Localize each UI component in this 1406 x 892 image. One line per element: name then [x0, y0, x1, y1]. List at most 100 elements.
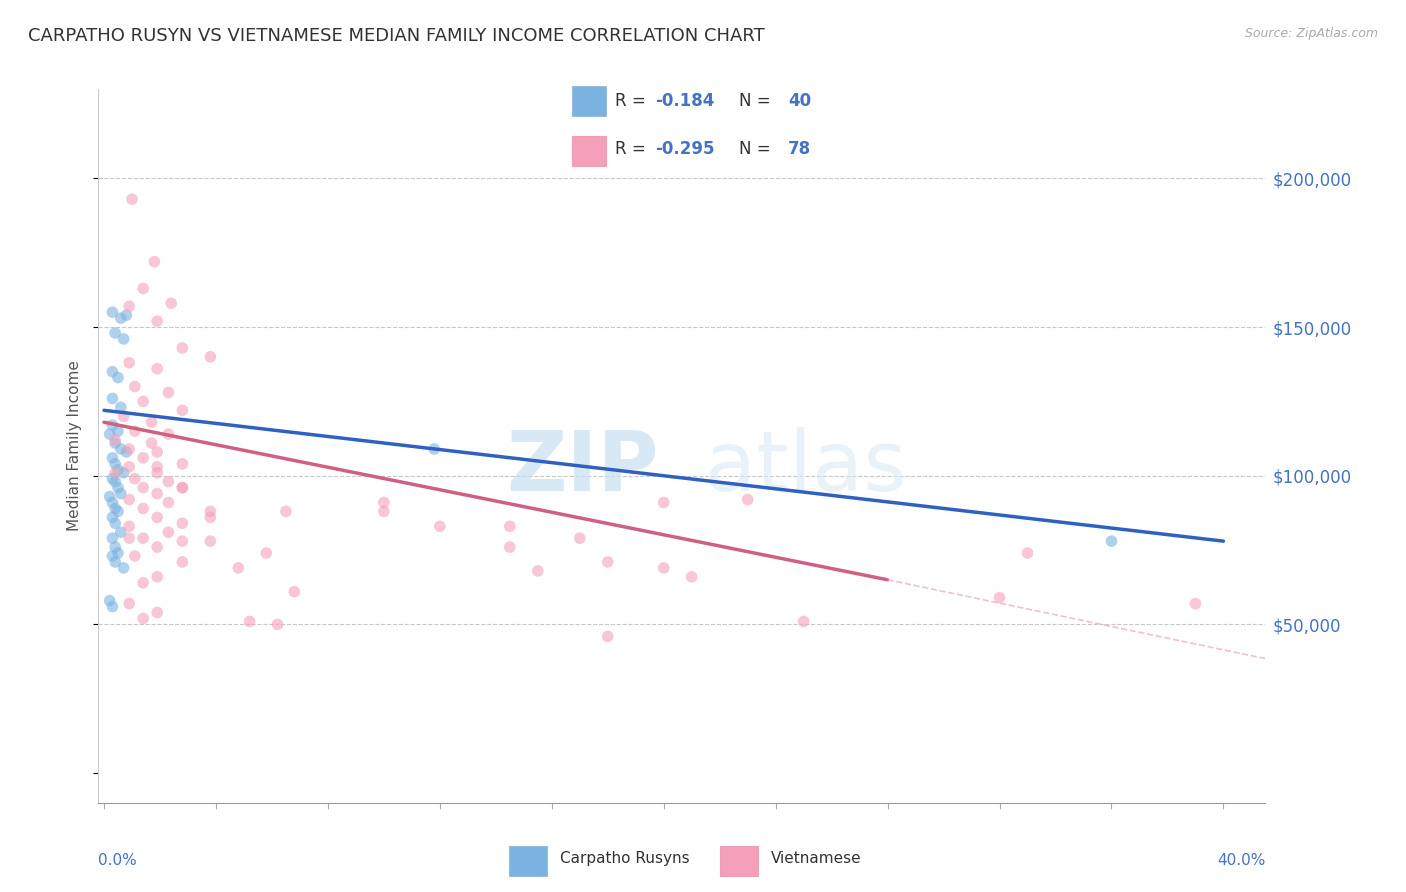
Point — [200, 504, 222, 518]
Point — [112, 466, 135, 480]
Text: 0.0%: 0.0% — [98, 853, 138, 868]
Point — [110, 486, 132, 500]
Point — [101, 365, 124, 379]
Point — [160, 296, 183, 310]
Point — [652, 495, 675, 509]
Point — [124, 549, 146, 563]
Point — [146, 510, 169, 524]
Point — [157, 525, 180, 540]
Point — [132, 611, 155, 625]
Point — [132, 481, 155, 495]
Point — [793, 615, 815, 629]
Point — [146, 361, 169, 376]
Point — [172, 555, 194, 569]
Point — [107, 370, 129, 384]
Point — [101, 495, 124, 509]
Point — [373, 495, 395, 509]
Point — [107, 504, 129, 518]
Text: atlas: atlas — [706, 427, 907, 508]
Point — [110, 311, 132, 326]
Point — [112, 561, 135, 575]
Text: 40: 40 — [789, 93, 811, 111]
Point — [238, 615, 260, 629]
Point — [98, 490, 121, 504]
Point — [101, 599, 124, 614]
Point — [107, 481, 129, 495]
Text: CARPATHO RUSYN VS VIETNAMESE MEDIAN FAMILY INCOME CORRELATION CHART: CARPATHO RUSYN VS VIETNAMESE MEDIAN FAMI… — [28, 27, 765, 45]
Point — [101, 531, 124, 545]
Point — [1184, 597, 1206, 611]
Point — [104, 501, 127, 516]
Point — [101, 510, 124, 524]
Point — [107, 546, 129, 560]
Point — [104, 433, 127, 447]
Point — [157, 385, 180, 400]
Point — [118, 442, 141, 456]
Point — [104, 326, 127, 340]
Point — [681, 570, 703, 584]
Point — [146, 445, 169, 459]
Point — [101, 472, 124, 486]
Point — [107, 424, 129, 438]
FancyBboxPatch shape — [720, 847, 758, 876]
Point — [596, 629, 619, 643]
Point — [146, 540, 169, 554]
Point — [1101, 534, 1123, 549]
Point — [101, 305, 124, 319]
Point — [101, 418, 124, 433]
FancyBboxPatch shape — [572, 87, 606, 116]
Point — [172, 481, 194, 495]
Point — [172, 457, 194, 471]
Text: Source: ZipAtlas.com: Source: ZipAtlas.com — [1244, 27, 1378, 40]
Point — [254, 546, 277, 560]
Point — [499, 540, 522, 554]
Point — [104, 436, 127, 450]
Point — [143, 254, 166, 268]
Point — [228, 561, 250, 575]
Point — [132, 501, 155, 516]
Text: 40.0%: 40.0% — [1218, 853, 1265, 868]
Point — [110, 442, 132, 456]
Point — [104, 475, 127, 489]
Point — [104, 457, 127, 471]
Point — [200, 534, 222, 549]
Point — [132, 394, 155, 409]
Point — [652, 561, 675, 575]
Point — [104, 516, 127, 531]
Point — [172, 403, 194, 417]
Point — [141, 415, 163, 429]
Point — [132, 575, 155, 590]
Point — [115, 308, 138, 322]
Text: 78: 78 — [789, 141, 811, 159]
Point — [373, 504, 395, 518]
Point — [115, 445, 138, 459]
Point — [124, 424, 146, 438]
Text: -0.184: -0.184 — [655, 93, 714, 111]
Point — [118, 531, 141, 545]
Point — [101, 549, 124, 563]
Point — [568, 531, 591, 545]
Point — [146, 466, 169, 480]
Point — [124, 472, 146, 486]
Point — [107, 463, 129, 477]
Point — [98, 427, 121, 442]
Point — [121, 192, 143, 206]
Point — [112, 409, 135, 424]
Point — [104, 540, 127, 554]
Point — [101, 392, 124, 406]
Point — [157, 475, 180, 489]
Point — [110, 525, 132, 540]
Point — [988, 591, 1011, 605]
Point — [118, 492, 141, 507]
Point — [118, 519, 141, 533]
Point — [596, 555, 619, 569]
Point — [132, 281, 155, 295]
Point — [172, 481, 194, 495]
Point — [172, 341, 194, 355]
Y-axis label: Median Family Income: Median Family Income — [67, 360, 83, 532]
Point — [172, 516, 194, 531]
Point — [118, 459, 141, 474]
Point — [157, 427, 180, 442]
Point — [104, 466, 127, 480]
Point — [146, 459, 169, 474]
